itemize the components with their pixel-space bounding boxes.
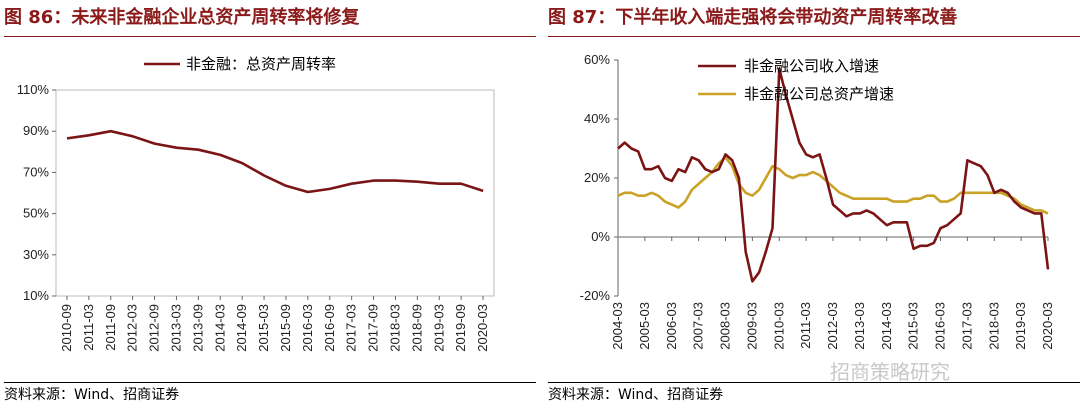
legend-label: 非金融：总资产周转率 (186, 55, 336, 73)
chart-title: 图 86：未来非金融企业总资产周转率将修复 (4, 7, 360, 28)
x-tick-label: 2006-03 (664, 302, 679, 350)
title-divider (548, 36, 1080, 37)
y-tick-label: 20% (584, 170, 610, 185)
chart-panel-right: 图 87：下半年收入端走强将会带动资产周转率改善 -20% 0% 20% 40% 60%… (548, 0, 1080, 412)
x-tick-label: 2019-03 (431, 304, 446, 352)
x-tick-label: 2011-03 (81, 304, 96, 351)
x-tick-label: 2013-03 (168, 304, 183, 352)
x-tick-label: 2014-09 (234, 304, 249, 352)
x-tick-label: 2013-09 (190, 304, 205, 352)
x-tick-label: 2010-03 (771, 302, 786, 350)
x-tick-label: 2014-03 (212, 304, 227, 352)
source-divider (548, 382, 1080, 383)
x-tick-label: 2014-03 (879, 302, 894, 350)
x-tick-label: 2020-03 (475, 304, 490, 352)
x-tick-label: 2018-03 (986, 302, 1001, 350)
chart-panel-left: 图 86：未来非金融企业总资产周转率将修复 10% 30% 50% 70% 90% 110… (4, 0, 536, 412)
chart-left-svg: 10% 30% 50% 70% 90% 110% 2010-09 2011-03 2011-09… (17, 55, 495, 352)
source-divider (4, 382, 536, 383)
y-tick-label: -20% (580, 288, 611, 303)
x-tick-label: 2017-03 (344, 304, 359, 352)
source-note: 资料来源：Wind、招商证券 (548, 387, 724, 403)
x-tick-label: 2019-03 (1013, 302, 1028, 350)
x-tick-label: 2013-03 (852, 302, 867, 350)
series-line-asset-growth (617, 156, 1049, 215)
y-tick-label: 60% (584, 52, 610, 67)
legend-label: 非金融公司收入增速 (744, 57, 879, 75)
x-tick-label: 2017-09 (366, 304, 381, 352)
y-tick-label: 40% (584, 111, 610, 126)
y-tick-label: 30% (23, 247, 49, 262)
y-tick-label: 70% (23, 164, 49, 179)
x-tick-label: 2015-09 (278, 304, 293, 352)
y-tick-label: 50% (23, 206, 49, 221)
x-tick-label: 2018-09 (409, 304, 424, 352)
y-tick-label: 10% (23, 288, 49, 303)
series-line-revenue-growth (617, 67, 1050, 283)
x-tick-label: 2004-03 (610, 302, 625, 350)
x-tick-label: 2009-03 (744, 302, 759, 350)
x-tick-label: 2007-03 (691, 302, 706, 350)
source-note: 资料来源：Wind、招商证券 (4, 387, 180, 403)
legend-label: 非金融公司总资产增速 (744, 85, 894, 103)
x-tick-label: 2005-03 (637, 302, 652, 350)
x-tick-label: 2019-09 (453, 304, 468, 352)
x-tick-label: 2008-03 (718, 302, 733, 350)
x-tick-label: 2010-09 (59, 304, 74, 352)
chart-title: 图 87：下半年收入端走强将会带动资产周转率改善 (548, 7, 958, 28)
title-divider (4, 36, 536, 37)
x-tick-label: 2011-03 (798, 302, 813, 349)
x-tick-label: 2015-03 (906, 302, 921, 350)
x-tick-label: 2018-03 (387, 304, 402, 352)
x-tick-label: 2012-09 (147, 304, 162, 352)
x-tick-label: 2020-03 (1040, 302, 1055, 350)
x-tick-label: 2017-03 (959, 302, 974, 350)
x-tick-label: 2016-09 (322, 304, 337, 352)
x-tick-label: 2011-09 (103, 304, 118, 351)
y-tick-label: 90% (23, 123, 49, 138)
chart-right-svg: -20% 0% 20% 40% 60% 2004-03 2005-03 2006-03 2007… (580, 52, 1055, 350)
plot-frame (55, 89, 495, 297)
x-tick-label: 2016-03 (300, 304, 315, 352)
x-tick-label: 2016-03 (933, 302, 948, 350)
series-line-total-asset-turnover (66, 129, 484, 194)
x-tick-label: 2012-03 (125, 304, 140, 352)
watermark-text: 招商策略研究 (830, 360, 950, 384)
y-tick-label: 110% (17, 82, 50, 97)
x-tick-label: 2012-03 (825, 302, 840, 350)
x-tick-label: 2015-03 (256, 304, 271, 352)
y-tick-label: 0% (591, 229, 610, 244)
